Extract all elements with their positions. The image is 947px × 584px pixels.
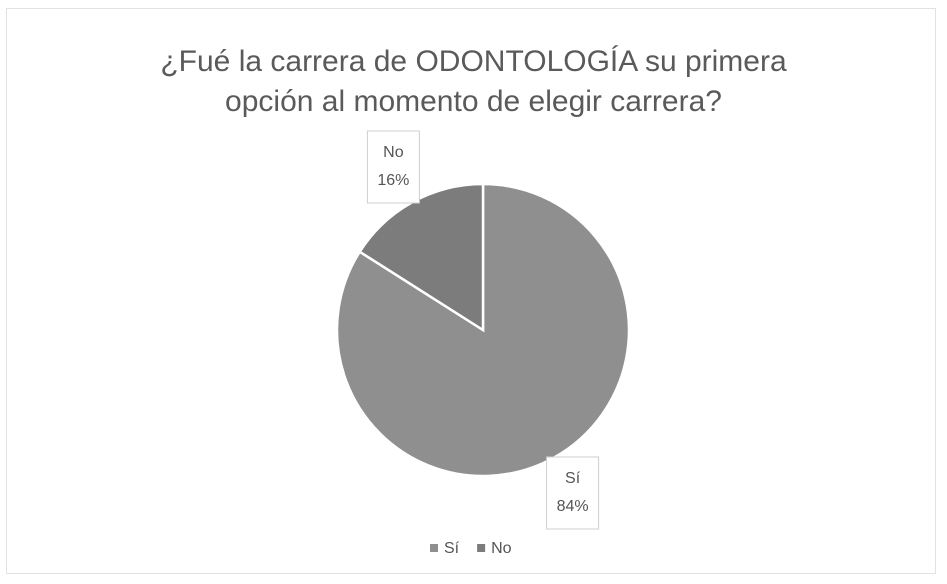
data-label-box <box>366 130 420 204</box>
data-label-category: Sí <box>565 470 581 487</box>
legend-label: No <box>491 540 512 557</box>
data-label-value: 84% <box>557 498 589 515</box>
chart-frame <box>6 8 936 574</box>
legend-marker <box>477 544 486 552</box>
data-label-box <box>546 456 600 530</box>
chart-title: ¿Fué la carrera de ODONTOLOGÍA su primer… <box>160 45 787 118</box>
legend-label: Sí <box>444 540 460 557</box>
chart-title-box: ¿Fué la carrera de ODONTOLOGÍA su primer… <box>0 42 947 122</box>
data-label-value: 16% <box>377 172 409 189</box>
legend: Sí No <box>430 540 512 557</box>
data-label-category: No <box>383 144 404 161</box>
legend-marker <box>430 544 438 552</box>
